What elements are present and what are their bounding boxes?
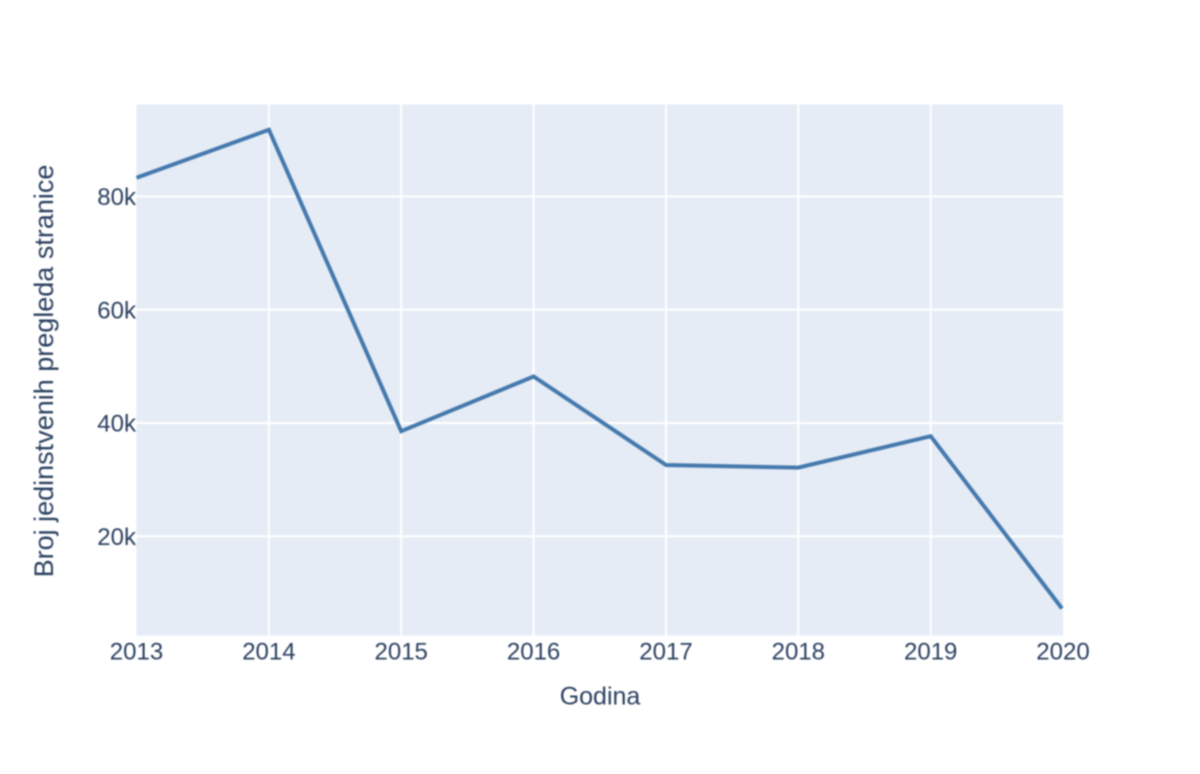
svg-text:2019: 2019 [904,639,957,666]
svg-text:40k: 40k [97,411,137,438]
svg-text:2018: 2018 [772,639,825,666]
svg-text:80k: 80k [97,184,137,211]
svg-text:Broj jedinstvenih pregleda str: Broj jedinstvenih pregleda stranice [29,165,59,578]
svg-text:60k: 60k [97,298,137,325]
svg-text:20k: 20k [97,524,137,551]
svg-text:2015: 2015 [375,639,428,666]
svg-text:2016: 2016 [507,639,560,666]
svg-text:2017: 2017 [639,639,692,666]
svg-text:Godina: Godina [560,683,641,711]
svg-text:2014: 2014 [242,639,295,666]
svg-text:2013: 2013 [110,639,163,666]
svg-text:2020: 2020 [1036,639,1089,666]
